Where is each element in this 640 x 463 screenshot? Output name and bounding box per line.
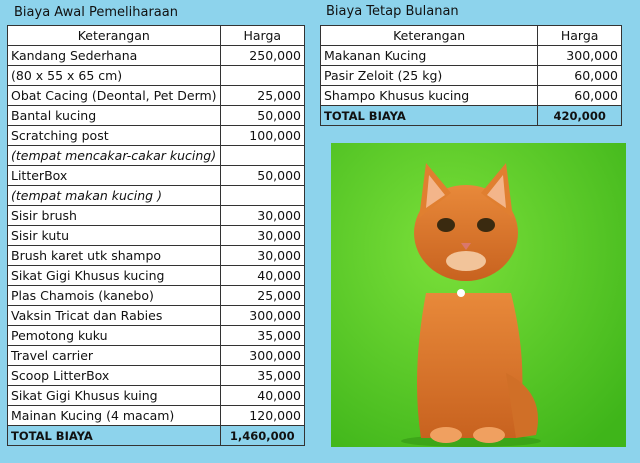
item-price: 100,000 xyxy=(219,125,306,146)
item-name: Mainan Kucing (4 macam) xyxy=(7,405,221,426)
item-row: Sikat Gigi Khusus kuing 40,000 xyxy=(7,385,306,406)
empty-cell xyxy=(219,145,306,166)
item-row: Kandang Sederhana 250,000 xyxy=(7,45,306,66)
empty-cell xyxy=(219,65,306,86)
item-price: 40,000 xyxy=(219,265,306,286)
total-label: TOTAL BIAYA xyxy=(7,425,221,446)
item-name: Travel carrier xyxy=(7,345,221,366)
item-row: Scoop LitterBox 35,000 xyxy=(7,365,306,386)
item-name: (tempat mencakar-cakar kucing) xyxy=(7,145,221,166)
empty-cell xyxy=(219,185,306,206)
item-price: 35,000 xyxy=(219,365,306,386)
item-row: Plas Chamois (kanebo) 25,000 xyxy=(7,285,306,306)
item-name: Sisir kutu xyxy=(7,225,221,246)
monthly-cost-table: Keterangan Harga Makanan Kucing 300,000 Pasi… xyxy=(319,25,622,126)
total-label: TOTAL BIAYA xyxy=(319,105,539,126)
header-cell: Harga xyxy=(219,25,306,46)
item-row: (80 x 55 x 65 cm) xyxy=(7,65,306,86)
item-price: 30,000 xyxy=(219,225,306,246)
item-name: Vaksin Tricat dan Rabies xyxy=(7,305,221,326)
item-row: (tempat makan kucing ) xyxy=(7,185,306,206)
item-name: LitterBox xyxy=(7,165,221,186)
item-row: Obat Cacing (Deontal, Pet Derm) 25,000 xyxy=(7,85,306,106)
item-row: Bantal kucing 50,000 xyxy=(7,105,306,126)
item-row: Pasir Zeloit (25 kg) 60,000 xyxy=(319,65,622,86)
item-price: 25,000 xyxy=(219,285,306,306)
item-price: 50,000 xyxy=(219,165,306,186)
item-price: 300,000 xyxy=(219,305,306,326)
item-row: Pemotong kuku 35,000 xyxy=(7,325,306,346)
item-price: 50,000 xyxy=(219,105,306,126)
item-row: Brush karet utk shampo 30,000 xyxy=(7,245,306,266)
total-row: TOTAL BIAYA 420,000 xyxy=(319,105,622,126)
item-row: Scratching post 100,000 xyxy=(7,125,306,146)
right-title: Biaya Tetap Bulanan xyxy=(326,4,459,19)
item-price: 40,000 xyxy=(219,385,306,406)
item-price: 250,000 xyxy=(219,45,306,66)
item-name: Pasir Zeloit (25 kg) xyxy=(319,65,539,86)
item-row: Vaksin Tricat dan Rabies 300,000 xyxy=(7,305,306,326)
header-cell: Harga xyxy=(537,25,622,46)
total-row: TOTAL BIAYA 1,460,000 xyxy=(7,425,306,446)
item-name: Brush karet utk shampo xyxy=(7,245,221,266)
item-name: Scoop LitterBox xyxy=(7,365,221,386)
item-price: 120,000 xyxy=(219,405,306,426)
item-price: 30,000 xyxy=(219,245,306,266)
item-name: Pemotong kuku xyxy=(7,325,221,346)
item-row: Sisir kutu 30,000 xyxy=(7,225,306,246)
left-title: Biaya Awal Pemeliharaan xyxy=(14,5,178,20)
header-row: Keterangan Harga xyxy=(319,25,622,46)
item-row: Makanan Kucing 300,000 xyxy=(319,45,622,66)
item-row: Sisir brush 30,000 xyxy=(7,205,306,226)
item-row: (tempat mencakar-cakar kucing) xyxy=(7,145,306,166)
item-name: Scratching post xyxy=(7,125,221,146)
item-name: Shampo Khusus kucing xyxy=(319,85,539,106)
item-price: 60,000 xyxy=(537,85,622,106)
header-row: Keterangan Harga xyxy=(7,25,306,46)
item-name: Sisir brush xyxy=(7,205,221,226)
item-price: 25,000 xyxy=(219,85,306,106)
item-row: Shampo Khusus kucing 60,000 xyxy=(319,85,622,106)
item-name: Makanan Kucing xyxy=(319,45,539,66)
item-price: 300,000 xyxy=(537,45,622,66)
header-cell: Keterangan xyxy=(7,25,221,46)
item-name: (tempat makan kucing ) xyxy=(7,185,221,206)
header-cell: Keterangan xyxy=(319,25,539,46)
item-row: Sikat Gigi Khusus kucing 40,000 xyxy=(7,265,306,286)
item-name: Sikat Gigi Khusus kuing xyxy=(7,385,221,406)
item-row: LitterBox 50,000 xyxy=(7,165,306,186)
item-row: Mainan Kucing (4 macam) 120,000 xyxy=(7,405,306,426)
item-row: Travel carrier 300,000 xyxy=(7,345,306,366)
item-name: Kandang Sederhana xyxy=(7,45,221,66)
initial-cost-table: Keterangan Harga Kandang Sederhana 250,000(… xyxy=(7,25,306,446)
item-price: 60,000 xyxy=(537,65,622,86)
item-name: Plas Chamois (kanebo) xyxy=(7,285,221,306)
item-price: 300,000 xyxy=(219,345,306,366)
total-value: 420,000 xyxy=(537,105,622,126)
cat-photo xyxy=(331,143,626,447)
item-price: 30,000 xyxy=(219,205,306,226)
item-name: (80 x 55 x 65 cm) xyxy=(7,65,221,86)
item-price: 35,000 xyxy=(219,325,306,346)
total-value: 1,460,000 xyxy=(219,425,306,446)
item-name: Bantal kucing xyxy=(7,105,221,126)
item-name: Obat Cacing (Deontal, Pet Derm) xyxy=(7,85,221,106)
item-name: Sikat Gigi Khusus kucing xyxy=(7,265,221,286)
